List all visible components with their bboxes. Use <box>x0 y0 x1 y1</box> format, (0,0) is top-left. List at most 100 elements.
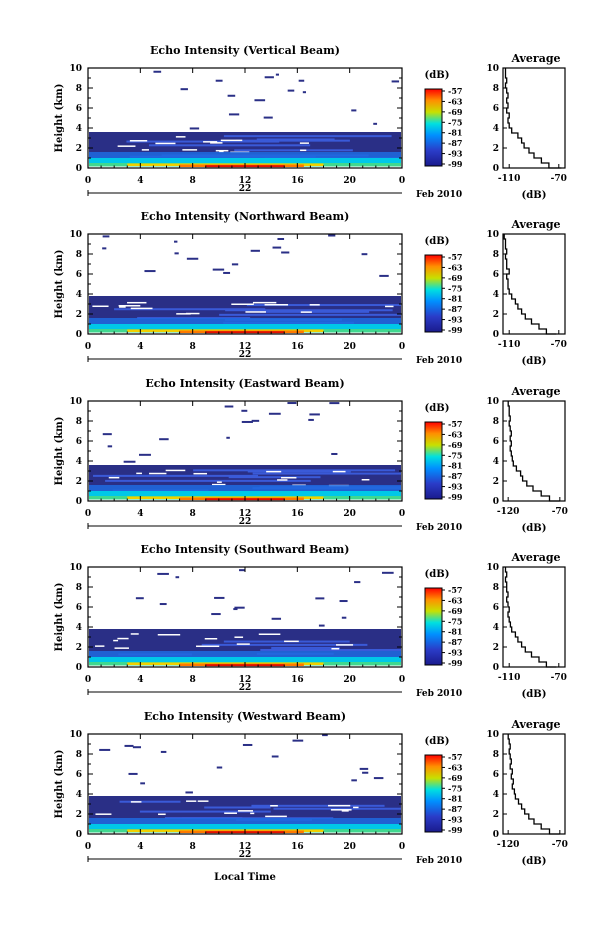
echo-gap <box>136 472 142 475</box>
echo-gap <box>141 149 149 151</box>
echo-speck <box>216 766 223 769</box>
echo-gap <box>220 139 243 142</box>
echo-speck <box>373 122 378 125</box>
echo-speck <box>144 270 156 273</box>
date-label: Feb 2010 <box>416 190 462 200</box>
echo-speck <box>268 412 281 415</box>
colorbar-tick-label: -63 <box>448 762 463 772</box>
echo-speck <box>361 253 368 256</box>
heatmap <box>89 234 401 334</box>
average-profile-line <box>503 234 557 335</box>
average-profile-line <box>507 401 560 502</box>
y-tick-label: 2 <box>76 477 82 487</box>
x-tick-label: 20 <box>343 342 356 352</box>
average-profile-line <box>504 567 557 668</box>
echo-speck <box>331 452 338 455</box>
x-tick-label: 12 <box>239 176 252 186</box>
colorbar-tick-label: -87 <box>448 471 462 481</box>
y-axis-label: Height (km) <box>54 750 65 819</box>
echo-gap <box>236 643 250 645</box>
y-tick-label: 6 <box>76 104 82 114</box>
colorbar-tick-label: -81 <box>448 294 462 304</box>
colorbar-unit: (dB) <box>425 403 450 414</box>
echo-gap <box>193 472 208 475</box>
average-x-tick-label: -110 <box>498 673 521 683</box>
echo-gap <box>258 633 281 636</box>
echo-gap <box>245 311 266 313</box>
echo-gap <box>210 142 223 144</box>
day-label: 22 <box>239 184 252 194</box>
echo-gap <box>219 151 224 153</box>
echo-speck <box>180 88 188 91</box>
echo-streak <box>105 479 311 482</box>
y-axis-label: Height (km) <box>54 417 65 486</box>
echo-speck <box>275 73 279 76</box>
echo-gap <box>113 639 119 642</box>
x-tick-label: 0 <box>85 176 91 186</box>
x-tick-label: 4 <box>137 342 143 352</box>
echo-gap <box>299 142 309 144</box>
echo-speck <box>391 80 400 83</box>
echo-speck <box>212 268 225 271</box>
echo-speck <box>175 576 180 579</box>
average-x-tick-label: -70 <box>551 174 567 184</box>
echo-low-band <box>89 818 401 828</box>
colorbar-unit: (dB) <box>425 236 450 247</box>
echo-speck <box>228 113 240 116</box>
colorbar-tick-label: -93 <box>448 482 463 492</box>
date-label: Feb 2010 <box>416 523 462 533</box>
day-label: 22 <box>239 683 252 693</box>
echo-streak <box>247 470 351 473</box>
panel-title: Echo Intensity (Eastward Beam) <box>145 377 344 390</box>
colorbar-tick-label: -63 <box>448 262 463 272</box>
average-y-tick-label: 10 <box>486 64 499 74</box>
echo-speck <box>263 116 273 119</box>
x-tick-label: 4 <box>137 509 143 519</box>
echo-gap <box>114 647 129 649</box>
heatmap <box>89 70 401 168</box>
echo-cyan-band <box>89 158 401 164</box>
y-tick-label: 6 <box>76 270 82 280</box>
echo-streak <box>139 810 271 813</box>
x-tick-label: 16 <box>291 842 304 852</box>
echo-streak <box>259 310 370 313</box>
average-y-tick-label: 8 <box>493 583 499 593</box>
echo-gap <box>175 136 186 138</box>
colorbar <box>424 421 443 500</box>
x-tick-label: 12 <box>239 842 252 852</box>
echo-streak <box>219 313 401 316</box>
heatmap <box>89 402 401 501</box>
echo-speck <box>328 234 336 237</box>
colorbar-tick-label: -99 <box>448 825 463 835</box>
colorbar-tick-label: -75 <box>448 283 462 293</box>
echo-streak <box>256 138 335 141</box>
average-y-tick-label: 10 <box>486 563 499 573</box>
echo-gap <box>185 312 200 315</box>
echo-gap <box>149 472 167 475</box>
average-frame <box>502 400 566 502</box>
colorbar-tick-label: -81 <box>448 794 462 804</box>
panel-title: Echo Intensity (Westward Beam) <box>144 710 346 723</box>
day-label: 22 <box>239 517 252 527</box>
echo-speck <box>379 274 389 277</box>
echo-speck <box>185 791 193 794</box>
echo-speck <box>281 251 290 254</box>
x-tick-label: 0 <box>85 675 91 685</box>
average-y-tick-label: 8 <box>493 250 499 260</box>
echo-speck <box>292 739 304 742</box>
y-tick-label: 4 <box>76 790 82 800</box>
colorbar-tick-label: -75 <box>448 450 462 460</box>
echo-gap <box>215 149 229 152</box>
echo-gap <box>186 800 197 802</box>
echo-speck <box>308 418 314 421</box>
echo-gap <box>158 813 166 816</box>
echo-gap <box>165 469 186 472</box>
colorbar-unit: (dB) <box>425 70 450 81</box>
x-tick-label: 12 <box>239 675 252 685</box>
average-x-tick-label: -70 <box>552 507 568 517</box>
average-title: Average <box>510 718 560 731</box>
average-y-tick-label: 8 <box>493 84 499 94</box>
echo-speck <box>153 70 162 73</box>
colorbar-tick-label: -69 <box>448 773 463 783</box>
average-x-tick-label: -110 <box>498 174 521 184</box>
